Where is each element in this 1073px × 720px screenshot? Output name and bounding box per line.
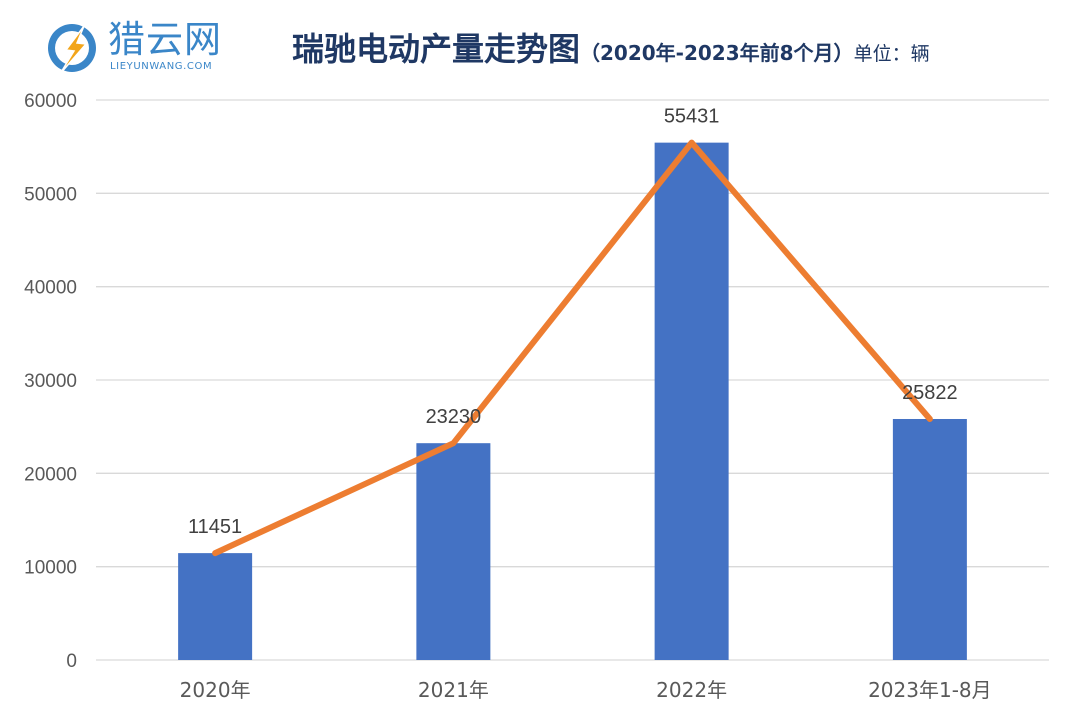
data-label: 25822 <box>902 382 958 404</box>
x-tick-label: 2021年 <box>418 678 489 702</box>
y-tick-label: 40000 <box>24 278 77 299</box>
x-tick-label: 2020年 <box>180 678 251 702</box>
data-label: 55431 <box>664 106 720 128</box>
bar <box>892 418 967 660</box>
logo-text-en: LIEYUNWANG.COM <box>110 61 213 72</box>
data-label: 23230 <box>426 406 482 428</box>
chart-unit-label: 单位：辆 <box>853 43 930 65</box>
x-tick-label: 2023年1-8月 <box>868 678 992 702</box>
chart-title-period: （2020年-2023年前8个月） <box>580 41 854 65</box>
trend-line <box>212 139 933 557</box>
bar <box>416 443 491 660</box>
y-tick-label: 60000 <box>24 91 77 112</box>
data-label: 11451 <box>188 516 242 538</box>
chart-title: 瑞驰电动产量走势图（2020年-2023年前8个月）单位：辆 <box>292 24 930 70</box>
y-tick-label: 20000 <box>24 464 77 485</box>
bar <box>654 142 729 661</box>
logo-text-cn: 猎云网 <box>108 18 222 61</box>
logo-lightning-icon <box>48 24 96 75</box>
logo: 猎云网 LIEYUNWANG.COM <box>44 18 234 78</box>
y-tick-label: 50000 <box>24 184 77 205</box>
chart-title-main: 瑞驰电动产量走势图 <box>292 30 581 68</box>
y-tick-label: 0 <box>66 651 77 672</box>
y-tick-label: 30000 <box>24 371 77 392</box>
y-tick-label: 10000 <box>24 558 77 579</box>
x-tick-label: 2022年 <box>656 678 727 702</box>
bar <box>178 553 253 660</box>
